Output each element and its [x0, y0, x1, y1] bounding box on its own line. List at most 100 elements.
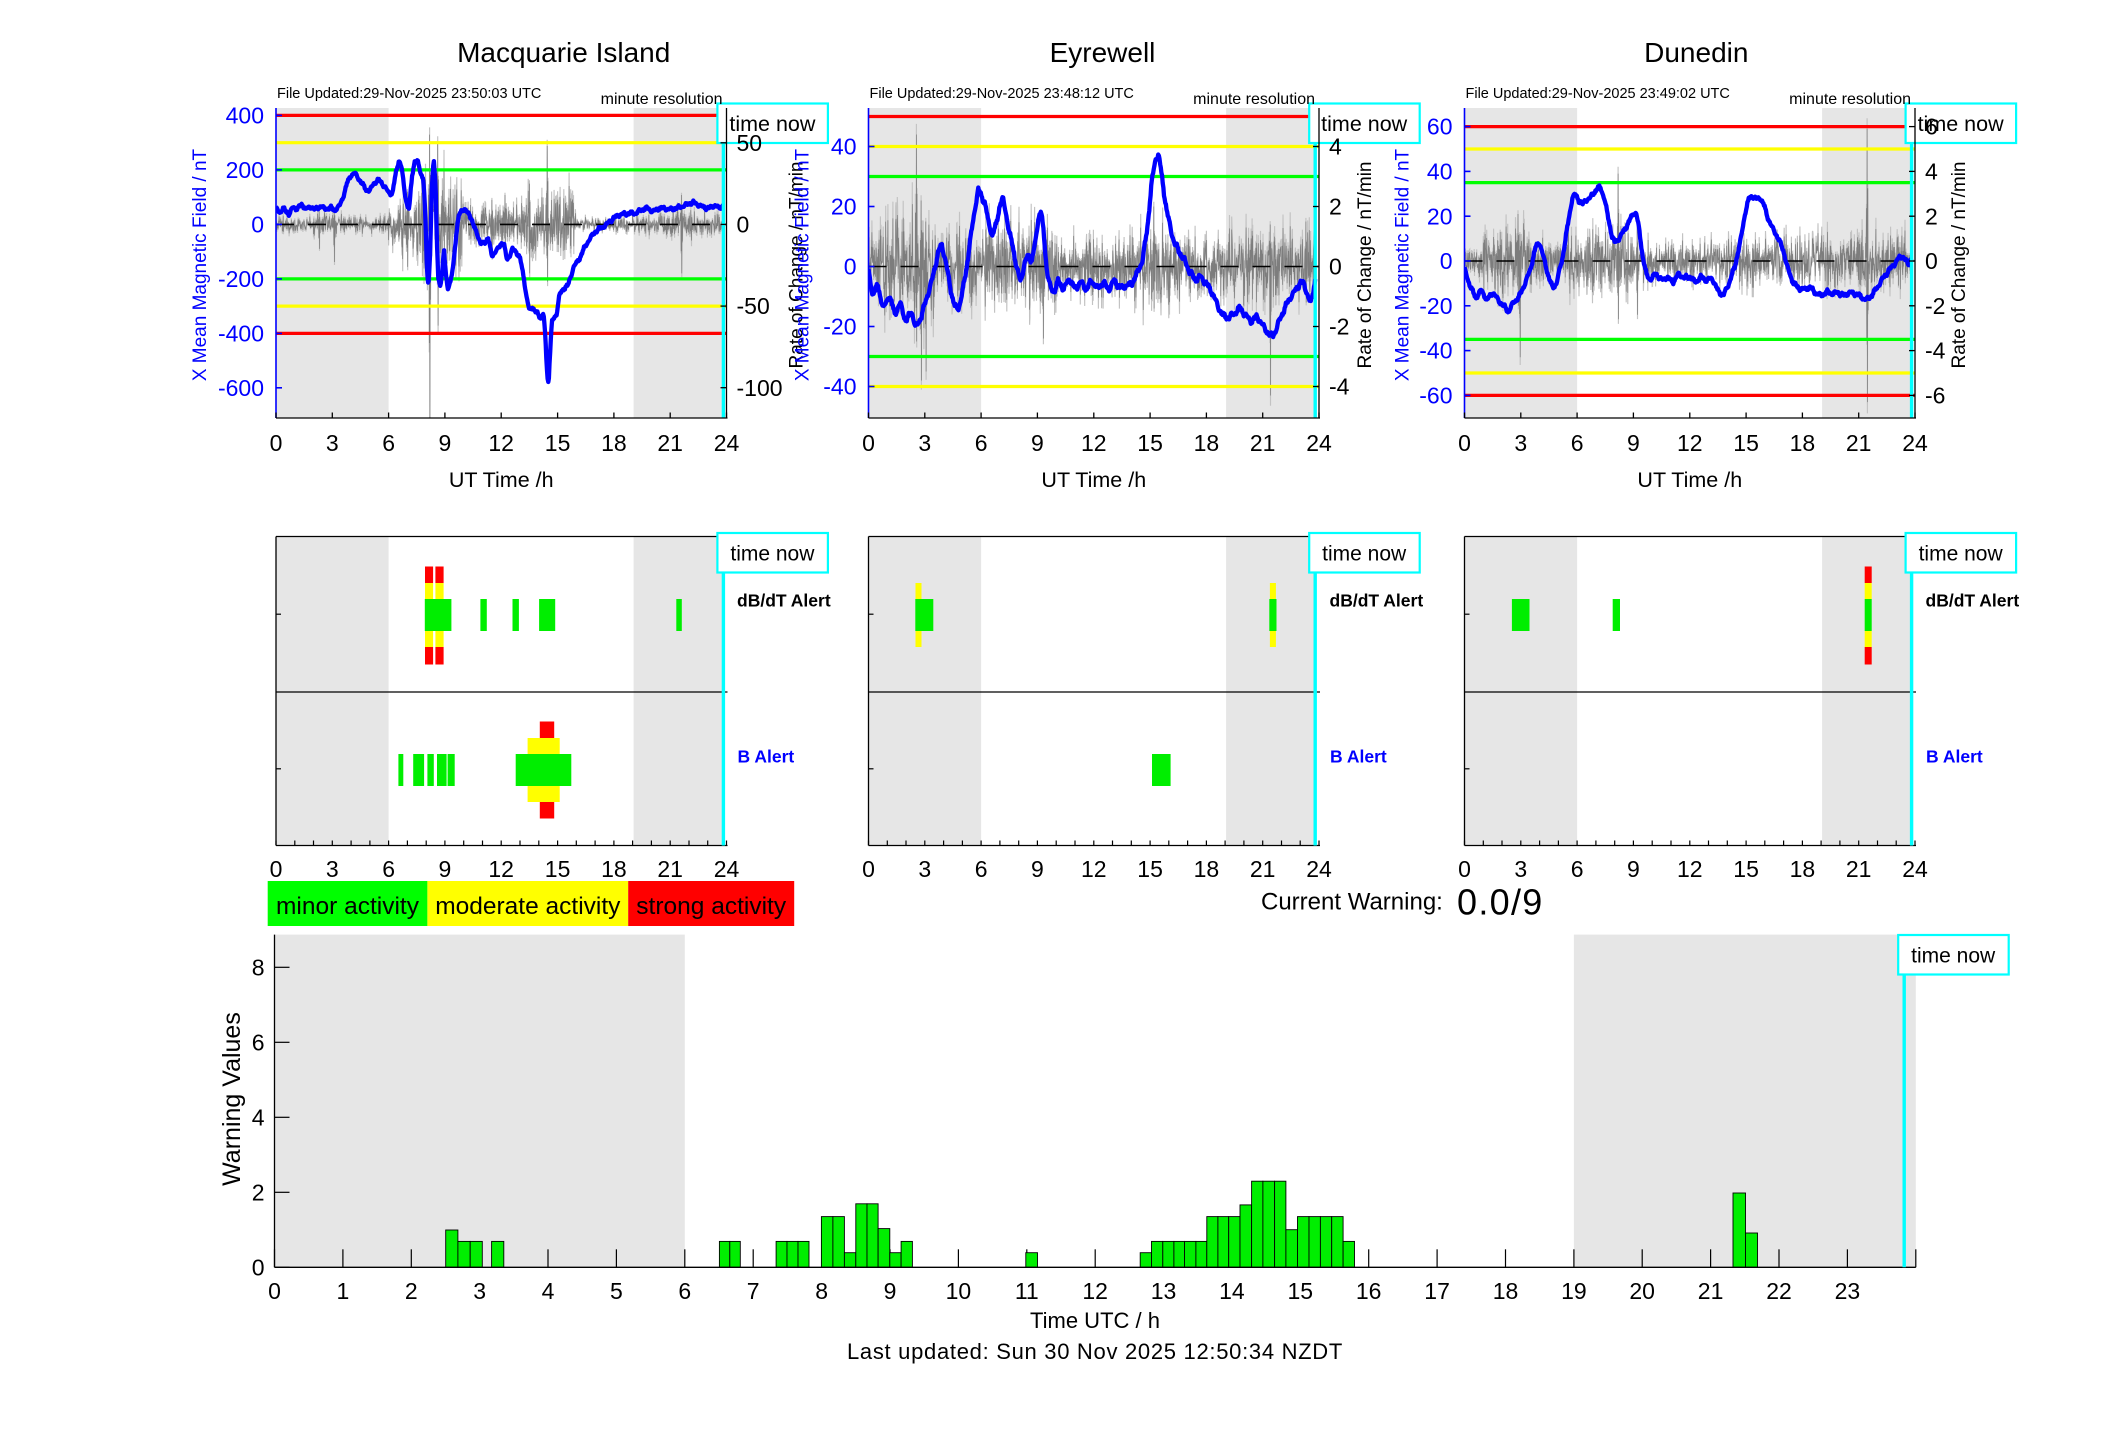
svg-text:Current Warning:: Current Warning: — [1261, 889, 1443, 916]
svg-text:15: 15 — [1733, 856, 1759, 882]
svg-text:6: 6 — [1571, 856, 1584, 882]
svg-text:2: 2 — [405, 1278, 418, 1304]
svg-text:6: 6 — [678, 1278, 691, 1304]
svg-text:Eyrewell: Eyrewell — [1050, 37, 1156, 68]
svg-text:Last updated: Sun 30 Nov 2025: Last updated: Sun 30 Nov 2025 12:50:34 N… — [847, 1339, 1343, 1364]
svg-text:3: 3 — [326, 430, 339, 456]
svg-text:UT Time /h: UT Time /h — [449, 468, 554, 492]
svg-text:3: 3 — [918, 856, 931, 882]
svg-text:Dunedin: Dunedin — [1644, 37, 1748, 68]
svg-text:-20: -20 — [1419, 293, 1452, 319]
svg-text:time now: time now — [1919, 542, 2004, 565]
svg-text:Rate of Change / nT/min: Rate of Change / nT/min — [787, 162, 808, 369]
svg-text:20: 20 — [1629, 1278, 1655, 1304]
svg-text:4: 4 — [542, 1278, 555, 1304]
svg-text:9: 9 — [439, 856, 452, 882]
svg-text:-2: -2 — [1329, 314, 1349, 340]
svg-text:19: 19 — [1561, 1278, 1587, 1304]
svg-text:-40: -40 — [1419, 338, 1452, 364]
svg-text:0: 0 — [1925, 248, 1938, 274]
svg-text:X Mean Magnetic Field / nT: X Mean Magnetic Field / nT — [1393, 148, 1414, 381]
svg-text:6: 6 — [252, 1029, 265, 1055]
svg-text:21: 21 — [657, 856, 683, 882]
svg-text:15: 15 — [1137, 430, 1163, 456]
svg-text:21: 21 — [1846, 856, 1872, 882]
svg-text:time now: time now — [1918, 112, 2005, 136]
svg-text:12: 12 — [1082, 1278, 1108, 1304]
svg-text:X Mean Magnetic Field / nT: X Mean Magnetic Field / nT — [190, 148, 211, 381]
svg-text:Time UTC / h: Time UTC / h — [1030, 1308, 1160, 1333]
svg-text:21: 21 — [1846, 430, 1872, 456]
svg-text:8: 8 — [252, 954, 265, 980]
svg-text:0: 0 — [844, 254, 857, 280]
svg-text:Warning Values: Warning Values — [218, 1012, 246, 1186]
svg-text:6: 6 — [382, 430, 395, 456]
svg-text:dB/dT Alert: dB/dT Alert — [737, 591, 831, 611]
svg-text:time now: time now — [1322, 542, 1407, 565]
svg-text:23: 23 — [1835, 1278, 1861, 1304]
svg-text:18: 18 — [1790, 856, 1816, 882]
svg-text:50: 50 — [737, 130, 763, 156]
svg-text:13: 13 — [1151, 1278, 1177, 1304]
svg-text:0: 0 — [268, 1278, 281, 1304]
svg-text:0: 0 — [737, 211, 750, 237]
svg-text:9: 9 — [884, 1278, 897, 1304]
svg-text:File Updated:29-Nov-2025 23:48: File Updated:29-Nov-2025 23:48:12 UTC — [870, 86, 1134, 102]
svg-text:time now: time now — [729, 112, 816, 136]
svg-text:dB/dT Alert: dB/dT Alert — [1926, 591, 2020, 611]
svg-text:15: 15 — [1733, 430, 1759, 456]
svg-text:minute resolution: minute resolution — [1193, 91, 1315, 108]
svg-text:12: 12 — [488, 430, 514, 456]
svg-text:1: 1 — [337, 1278, 350, 1304]
svg-text:60: 60 — [1427, 114, 1453, 140]
svg-text:0: 0 — [1329, 254, 1342, 280]
svg-text:3: 3 — [1514, 856, 1527, 882]
svg-text:2: 2 — [1925, 203, 1938, 229]
svg-text:X Mean Magnetic Field / nT: X Mean Magnetic Field / nT — [793, 148, 814, 381]
svg-text:21: 21 — [657, 430, 683, 456]
svg-text:-40: -40 — [823, 374, 856, 400]
svg-text:9: 9 — [1031, 430, 1044, 456]
svg-text:6: 6 — [382, 856, 395, 882]
svg-text:6: 6 — [975, 430, 988, 456]
svg-text:24: 24 — [1902, 856, 1928, 882]
svg-text:24: 24 — [714, 430, 740, 456]
svg-text:17: 17 — [1424, 1278, 1450, 1304]
svg-text:12: 12 — [1081, 430, 1107, 456]
svg-text:40: 40 — [1427, 158, 1453, 184]
svg-text:21: 21 — [1250, 856, 1276, 882]
svg-text:14: 14 — [1219, 1278, 1245, 1304]
svg-text:time now: time now — [1911, 944, 1996, 967]
svg-text:11: 11 — [1015, 1278, 1039, 1304]
svg-text:22: 22 — [1766, 1278, 1792, 1304]
svg-text:Macquarie Island: Macquarie Island — [457, 37, 670, 68]
svg-text:18: 18 — [1194, 856, 1220, 882]
svg-text:24: 24 — [1902, 430, 1928, 456]
svg-text:0.0/9: 0.0/9 — [1457, 882, 1544, 923]
svg-text:12: 12 — [1677, 430, 1703, 456]
svg-text:4: 4 — [252, 1104, 265, 1130]
svg-text:3: 3 — [1514, 430, 1527, 456]
svg-text:Rate of Change / nT/min: Rate of Change / nT/min — [1355, 162, 1376, 369]
svg-text:B Alert: B Alert — [1926, 747, 1983, 767]
svg-text:18: 18 — [601, 856, 627, 882]
svg-text:9: 9 — [1627, 856, 1640, 882]
svg-text:40: 40 — [831, 134, 857, 160]
svg-text:UT Time /h: UT Time /h — [1637, 468, 1742, 492]
svg-text:21: 21 — [1250, 430, 1276, 456]
svg-text:6: 6 — [1925, 114, 1938, 140]
svg-text:4: 4 — [1329, 134, 1342, 160]
svg-text:15: 15 — [545, 430, 571, 456]
svg-text:6: 6 — [1571, 430, 1584, 456]
svg-text:9: 9 — [439, 430, 452, 456]
svg-text:18: 18 — [1194, 430, 1220, 456]
svg-text:minor activity: minor activity — [276, 893, 420, 920]
svg-text:-20: -20 — [823, 314, 856, 340]
svg-text:strong activity: strong activity — [636, 893, 787, 920]
svg-text:0: 0 — [1458, 856, 1471, 882]
svg-text:0: 0 — [862, 856, 875, 882]
svg-text:-50: -50 — [737, 293, 770, 319]
svg-text:0: 0 — [251, 211, 264, 237]
svg-text:12: 12 — [1677, 856, 1703, 882]
svg-text:B Alert: B Alert — [738, 747, 795, 767]
